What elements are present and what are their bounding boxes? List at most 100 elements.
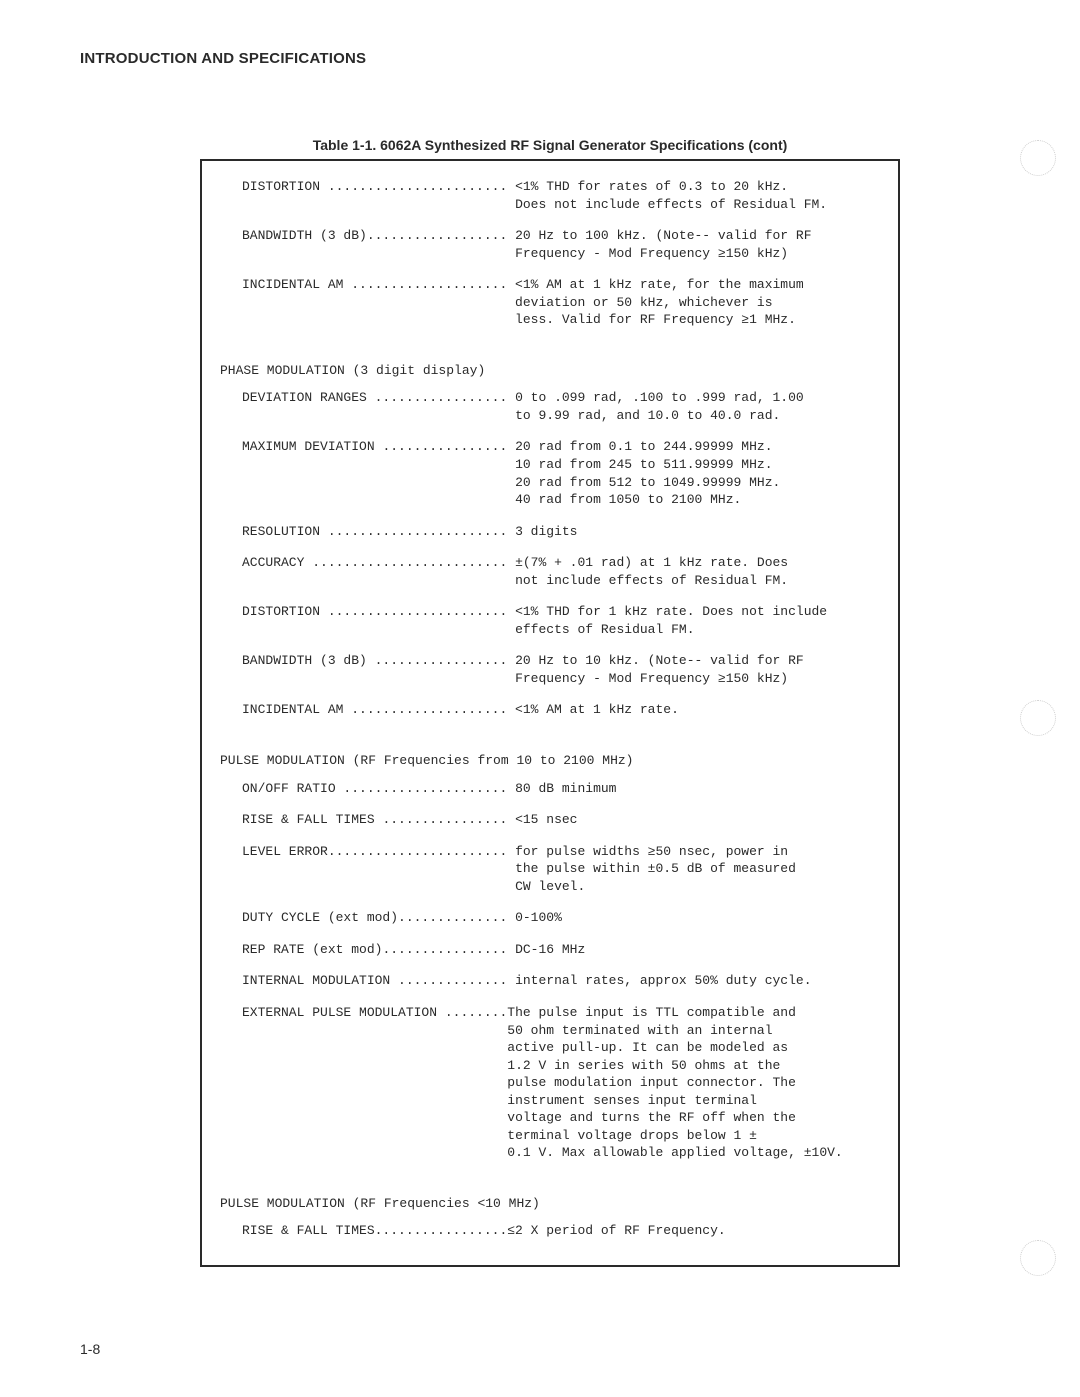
spec-value: for pulse widths ≥50 nsec, power in the … — [515, 843, 880, 896]
spec-value: 0 to .099 rad, .100 to .999 rad, 1.00 to… — [515, 389, 880, 424]
row-gap — [220, 832, 880, 840]
section-title: PULSE MODULATION (RF Frequencies <10 MHz… — [220, 1195, 880, 1213]
spec-dots: ......................... — [312, 554, 515, 572]
spec-value: internal rates, approx 50% duty cycle. — [515, 972, 880, 990]
spec-value: 3 digits — [515, 523, 880, 541]
spec-row: REP RATE (ext mod)................ DC-16… — [242, 941, 880, 959]
spec-row: RESOLUTION ....................... 3 dig… — [242, 523, 880, 541]
spec-value: 20 rad from 0.1 to 244.99999 MHz. 10 rad… — [515, 438, 880, 508]
spec-label: RISE & FALL TIMES — [242, 811, 382, 829]
spec-label: INCIDENTAL AM — [242, 701, 351, 719]
punch-hole — [1020, 1240, 1056, 1276]
spec-row: DEVIATION RANGES ................. 0 to … — [242, 389, 880, 424]
spec-label: RESOLUTION — [242, 523, 328, 541]
spec-label: EXTERNAL PULSE MODULATION — [242, 1004, 445, 1022]
spec-label: INCIDENTAL AM — [242, 276, 351, 294]
spec-row: BANDWIDTH (3 dB) ................. 20 Hz… — [242, 652, 880, 687]
spec-dots: ................ — [382, 811, 515, 829]
spec-value: ≤2 X period of RF Frequency. — [507, 1222, 880, 1240]
spec-row: ACCURACY ......................... ±(7% … — [242, 554, 880, 589]
row-gap — [220, 690, 880, 698]
row-gap — [220, 993, 880, 1001]
table-title: Table 1-1. 6062A Synthesized RF Signal G… — [200, 137, 900, 153]
spec-label: DISTORTION — [242, 603, 328, 621]
spec-value: 20 Hz to 10 kHz. (Note-- valid for RF Fr… — [515, 652, 880, 687]
row-gap — [220, 216, 880, 224]
spec-row: DUTY CYCLE (ext mod).............. 0-100… — [242, 909, 880, 927]
spec-label: RISE & FALL TIMES — [242, 1222, 375, 1240]
spec-row: RISE & FALL TIMES.................≤2 X p… — [242, 1222, 880, 1240]
row-gap — [220, 961, 880, 969]
page-header: INTRODUCTION AND SPECIFICATIONS — [80, 50, 1020, 67]
spec-dots: ....................... — [328, 523, 515, 541]
spec-row: EXTERNAL PULSE MODULATION ........The pu… — [242, 1004, 880, 1162]
row-gap — [220, 800, 880, 808]
spec-value: DC-16 MHz — [515, 941, 880, 959]
spec-value: <1% AM at 1 kHz rate, for the maximum de… — [515, 276, 880, 329]
spec-label: LEVEL ERROR — [242, 843, 328, 861]
page-number: 1-8 — [80, 1341, 100, 1357]
spec-dots: .............. — [398, 909, 515, 927]
spec-dots: ....................... — [328, 603, 515, 621]
spec-row: INTERNAL MODULATION .............. inter… — [242, 972, 880, 990]
spec-label: ON/OFF RATIO — [242, 780, 343, 798]
spec-value: ±(7% + .01 rad) at 1 kHz rate. Does not … — [515, 554, 880, 589]
row-gap — [220, 1165, 880, 1173]
spec-dots: ................ — [382, 941, 515, 959]
punch-hole — [1020, 140, 1056, 176]
spec-row: ON/OFF RATIO ..................... 80 dB… — [242, 780, 880, 798]
spec-value: 0-100% — [515, 909, 880, 927]
spec-label: DUTY CYCLE (ext mod) — [242, 909, 398, 927]
spec-dots: ..................... — [343, 780, 515, 798]
spec-row: DISTORTION ....................... <1% T… — [242, 178, 880, 213]
section-title: PHASE MODULATION (3 digit display) — [220, 362, 880, 380]
page: INTRODUCTION AND SPECIFICATIONS Table 1-… — [0, 0, 1080, 1397]
spec-label: BANDWIDTH (3 dB) — [242, 227, 367, 245]
punch-hole — [1020, 700, 1056, 736]
spec-value: <1% THD for rates of 0.3 to 20 kHz. Does… — [515, 178, 880, 213]
spec-dots: .................... — [351, 276, 515, 294]
spec-label: ACCURACY — [242, 554, 312, 572]
spec-dots: ................ — [382, 438, 515, 456]
spec-value: <1% THD for 1 kHz rate. Does not include… — [515, 603, 880, 638]
spec-row: DISTORTION ....................... <1% T… — [242, 603, 880, 638]
spec-dots: ................. — [375, 1222, 508, 1240]
spec-value: 20 Hz to 100 kHz. (Note-- valid for RF F… — [515, 227, 880, 262]
spec-dots: ................. — [375, 652, 515, 670]
spec-dots: .............. — [398, 972, 515, 990]
row-gap — [220, 930, 880, 938]
row-gap — [220, 641, 880, 649]
row-gap — [220, 265, 880, 273]
spec-dots: .................. — [367, 227, 515, 245]
row-gap — [220, 898, 880, 906]
row-gap — [220, 1243, 880, 1251]
spec-label: REP RATE (ext mod) — [242, 941, 382, 959]
spec-dots: ....................... — [328, 178, 515, 196]
spec-value: 80 dB minimum — [515, 780, 880, 798]
spec-label: DISTORTION — [242, 178, 328, 196]
spec-row: MAXIMUM DEVIATION ................ 20 ra… — [242, 438, 880, 508]
spec-label: INTERNAL MODULATION — [242, 972, 398, 990]
spec-label: BANDWIDTH (3 dB) — [242, 652, 375, 670]
row-gap — [220, 592, 880, 600]
spec-value: <15 nsec — [515, 811, 880, 829]
spec-value: The pulse input is TTL compatible and 50… — [507, 1004, 880, 1162]
row-gap — [220, 722, 880, 730]
spec-dots: ....................... — [328, 843, 515, 861]
spec-dots: ................. — [375, 389, 515, 407]
section-title: PULSE MODULATION (RF Frequencies from 10… — [220, 752, 880, 770]
spec-label: DEVIATION RANGES — [242, 389, 375, 407]
spec-value: <1% AM at 1 kHz rate. — [515, 701, 880, 719]
spec-row: BANDWIDTH (3 dB).................. 20 Hz… — [242, 227, 880, 262]
spec-dots: ........ — [445, 1004, 507, 1022]
spec-row: RISE & FALL TIMES ................ <15 n… — [242, 811, 880, 829]
row-gap — [220, 512, 880, 520]
spec-row: INCIDENTAL AM .................... <1% A… — [242, 276, 880, 329]
spec-box: DISTORTION ....................... <1% T… — [200, 159, 900, 1267]
row-gap — [220, 332, 880, 340]
row-gap — [220, 427, 880, 435]
spec-row: INCIDENTAL AM .................... <1% A… — [242, 701, 880, 719]
spec-label: MAXIMUM DEVIATION — [242, 438, 382, 456]
spec-row: LEVEL ERROR....................... for p… — [242, 843, 880, 896]
row-gap — [220, 543, 880, 551]
